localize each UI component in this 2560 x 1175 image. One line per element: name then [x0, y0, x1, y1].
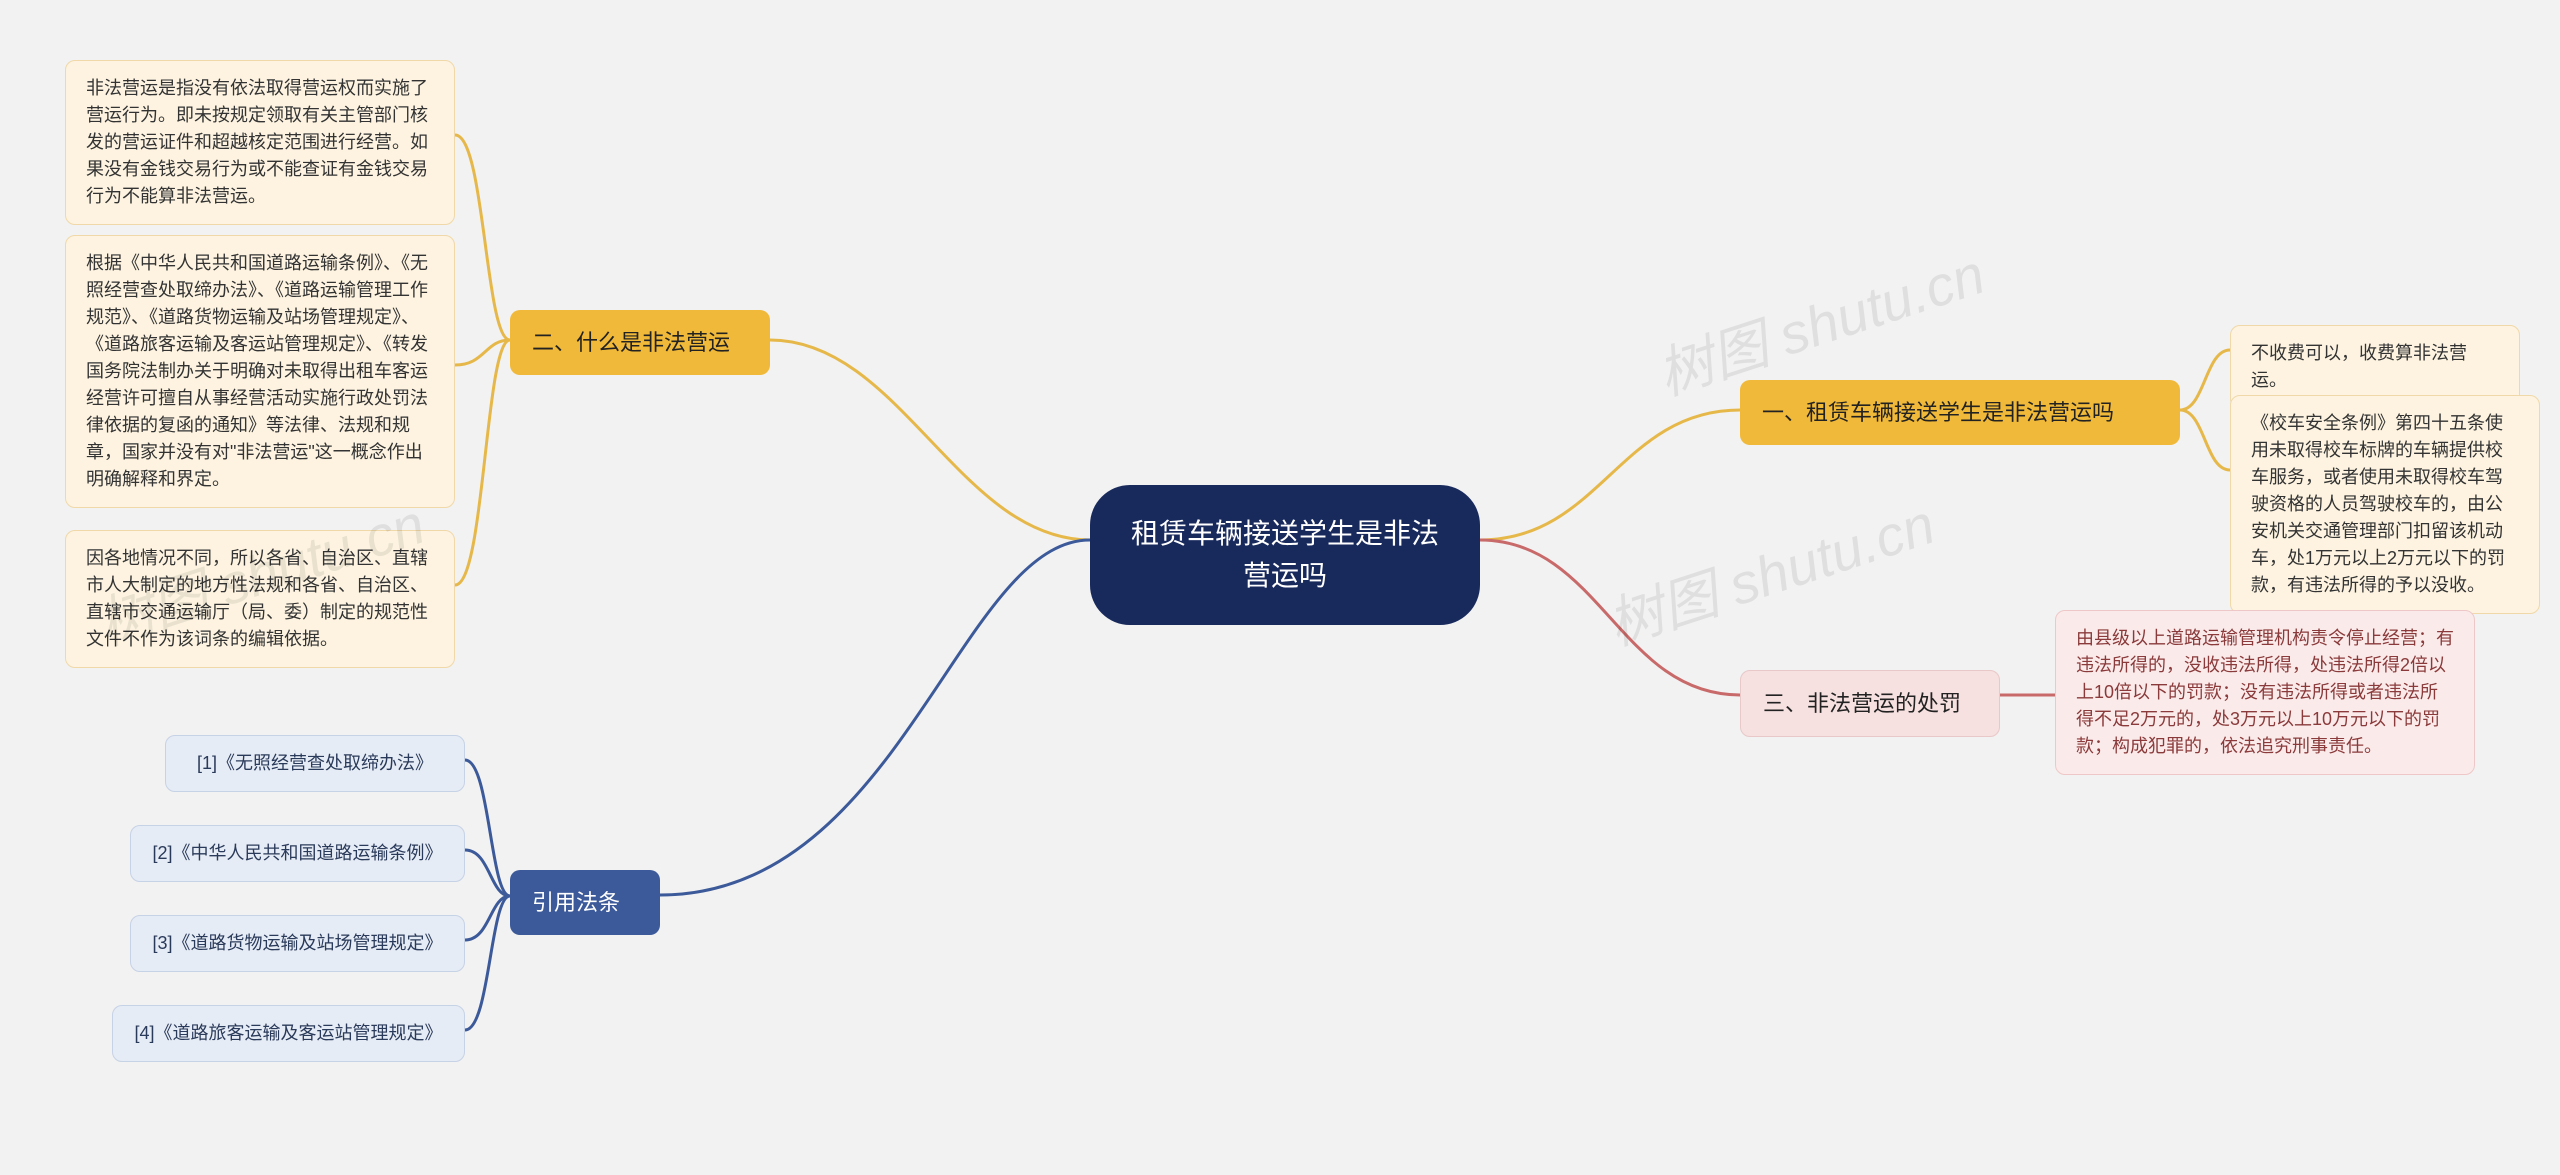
root-node[interactable]: 租赁车辆接送学生是非法营运吗	[1090, 485, 1480, 625]
branch-1[interactable]: 一、租赁车辆接送学生是非法营运吗	[1740, 380, 2180, 445]
branch-2[interactable]: 二、什么是非法营运	[510, 310, 770, 375]
branch-2-leaf-2[interactable]: 根据《中华人民共和国道路运输条例》、《无照经营查处取缔办法》、《道路运输管理工作…	[65, 235, 455, 508]
branch-3-leaf-1[interactable]: 由县级以上道路运输管理机构责令停止经营；有违法所得的，没收违法所得，处违法所得2…	[2055, 610, 2475, 775]
branch-2-leaf-3[interactable]: 因各地情况不同，所以各省、自治区、直辖市人大制定的地方性法规和各省、自治区、直辖…	[65, 530, 455, 668]
branch-2-leaf-1[interactable]: 非法营运是指没有依法取得营运权而实施了营运行为。即未按规定领取有关主管部门核发的…	[65, 60, 455, 225]
branch-4-leaf-1[interactable]: [1]《无照经营查处取缔办法》	[165, 735, 465, 792]
branch-3[interactable]: 三、非法营运的处罚	[1740, 670, 2000, 737]
branch-4-leaf-4[interactable]: [4]《道路旅客运输及客运站管理规定》	[112, 1005, 465, 1062]
branch-4-leaf-2[interactable]: [2]《中华人民共和国道路运输条例》	[130, 825, 465, 882]
branch-1-leaf-2[interactable]: 《校车安全条例》第四十五条使用未取得校车标牌的车辆提供校车服务，或者使用未取得校…	[2230, 395, 2540, 614]
watermark: 树图 shutu.cn	[1596, 480, 1944, 662]
branch-4[interactable]: 引用法条	[510, 870, 660, 935]
branch-4-leaf-3[interactable]: [3]《道路货物运输及站场管理规定》	[130, 915, 465, 972]
